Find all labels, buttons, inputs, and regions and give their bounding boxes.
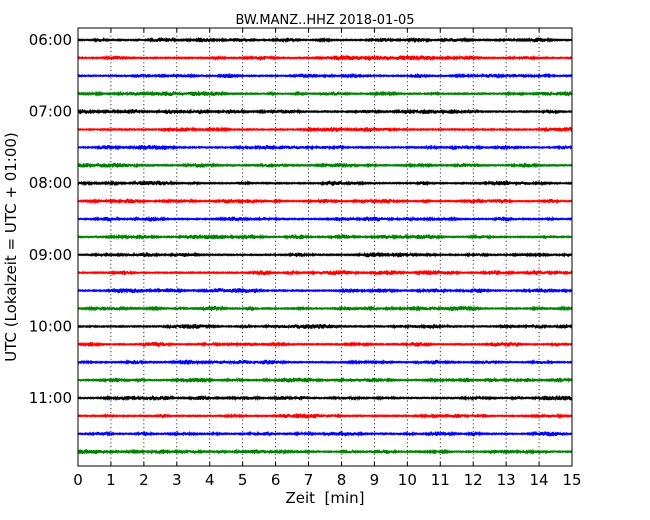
trace-line [77,376,573,384]
trace-line [77,287,573,294]
grid-lines [110,28,540,466]
y-tick-label: 10:00 [29,317,72,335]
x-tick-label: 10 [398,471,417,489]
trace-line [77,54,573,62]
y-tick-label: 08:00 [29,174,72,192]
x-tick-label: 1 [106,471,116,489]
y-tick-label: 06:00 [29,31,72,49]
trace-line [77,36,573,44]
x-tick-label: 2 [139,471,149,489]
trace-line [77,448,573,455]
trace-line [77,394,573,402]
trace-line [77,144,573,151]
trace-line [77,251,573,259]
y-axis: 06:00 07:00 08:00 09:00 10:00 11:00 [29,31,572,407]
x-tick-label: 11 [431,471,450,489]
trace-line [77,269,573,277]
trace-line [77,430,573,438]
trace-line [77,108,573,115]
trace-line [77,305,573,312]
x-tick-label: 4 [205,471,215,489]
trace-line [77,323,573,330]
trace-line [77,197,573,205]
trace-line [77,72,573,80]
x-tick-label: 14 [530,471,549,489]
trace-line [77,412,573,420]
trace-line [77,126,573,133]
trace-line [77,179,573,187]
y-tick-label: 07:00 [29,103,72,121]
y-axis-label: UTC (Lokalzeit = UTC + 01:00) [2,132,20,362]
x-axis: 0 1 2 3 4 5 6 7 8 9 10 11 12 13 14 15 [73,28,582,489]
trace-line [77,233,573,241]
y-tick-label: 09:00 [29,246,72,264]
x-tick-label: 6 [271,471,281,489]
trace-line [77,90,573,97]
trace-line [77,162,573,169]
trace-line [77,215,573,223]
y-tick-label: 11:00 [29,389,72,407]
x-tick-label: 7 [304,471,314,489]
x-axis-label: Zeit [min] [285,489,364,507]
chart-title: BW.MANZ..HHZ 2018-01-05 [235,13,414,28]
x-tick-label: 5 [238,471,248,489]
trace-line [77,358,573,366]
x-tick-label: 9 [370,471,380,489]
x-tick-label: 13 [497,471,516,489]
seismic-traces [77,36,573,455]
x-tick-label: 12 [464,471,483,489]
x-tick-label: 15 [562,471,581,489]
x-tick-label: 8 [337,471,347,489]
x-tick-label: 0 [73,471,83,489]
plot-frame [77,27,573,467]
x-tick-label: 3 [172,471,182,489]
trace-line [77,341,573,348]
